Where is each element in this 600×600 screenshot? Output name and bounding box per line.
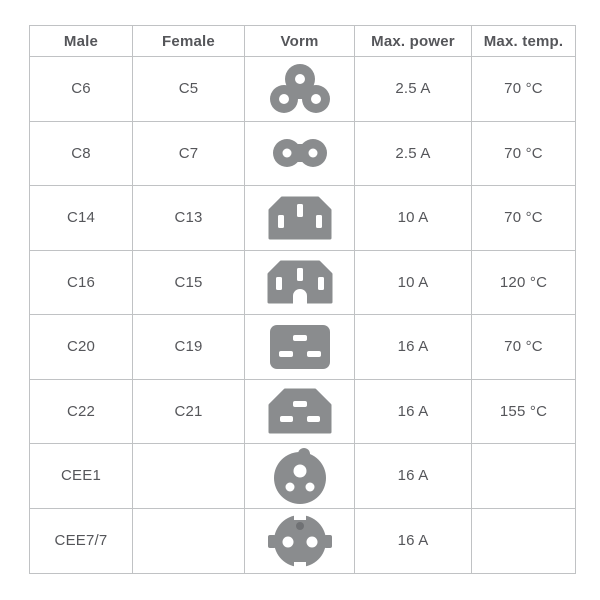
cell-r1-male: C6 <box>30 57 133 122</box>
cell-r5-power: 16 A <box>355 315 472 380</box>
cell-r4-temp: 120 °C <box>472 251 575 315</box>
cell-r7-power: 16 A <box>355 444 472 509</box>
cell-r2-vorm <box>245 121 355 186</box>
c20-c19-connector-icon <box>269 324 330 369</box>
cell-r8-power: 16 A <box>355 508 472 573</box>
cee1-round-connector-icon <box>273 447 326 504</box>
cell-r5-vorm <box>245 315 355 380</box>
cell-r1-female: C5 <box>133 57 245 122</box>
cell-r8-female <box>133 508 245 573</box>
c8-c7-figure8-connector-icon <box>272 139 327 168</box>
cell-r6-power: 16 A <box>355 379 472 444</box>
cell-r5-male: C20 <box>30 315 133 380</box>
cell-r6-temp: 155 °C <box>472 380 575 444</box>
cell-r6-female: C21 <box>133 379 245 444</box>
c22-c21-connector-icon <box>268 388 331 434</box>
cell-r7-male: CEE1 <box>30 444 133 509</box>
cell-r5-temp: 70 °C <box>472 315 575 380</box>
cell-r4-power: 10 A <box>355 250 472 315</box>
cell-r4-male: C16 <box>30 250 133 315</box>
cell-r5-female: C19 <box>133 315 245 380</box>
column-header-female: Female <box>133 26 245 57</box>
c14-c13-connector-icon <box>268 196 331 240</box>
c6-c5-cloverleaf-connector-icon <box>269 63 330 113</box>
cell-r8-vorm <box>245 508 355 573</box>
column-header-vorm: Vorm <box>245 26 355 57</box>
cee7-7-schuko-connector-icon <box>267 512 332 569</box>
cell-r7-female <box>133 444 245 509</box>
cell-r7-temp <box>472 444 575 509</box>
cell-r7-vorm <box>245 444 355 509</box>
cell-r2-male: C8 <box>30 121 133 186</box>
cell-r3-vorm <box>245 186 355 251</box>
cell-r3-power: 10 A <box>355 186 472 251</box>
column-header-male: Male <box>30 26 133 57</box>
cell-r8-male: CEE7/7 <box>30 508 133 573</box>
cell-r4-vorm <box>245 250 355 315</box>
cell-r2-power: 2.5 A <box>355 121 472 186</box>
cell-r6-male: C22 <box>30 379 133 444</box>
cell-r1-power: 2.5 A <box>355 57 472 122</box>
connector-spec-table: Male Female Vorm Max. power Max. temp. C… <box>29 25 576 574</box>
cell-r3-female: C13 <box>133 186 245 251</box>
cell-r8-temp <box>472 509 575 574</box>
cell-r1-temp: 70 °C <box>472 57 575 122</box>
cell-r4-female: C15 <box>133 250 245 315</box>
cell-r3-temp: 70 °C <box>472 186 575 251</box>
cell-r2-female: C7 <box>133 121 245 186</box>
cell-r6-vorm <box>245 379 355 444</box>
cell-r1-vorm <box>245 57 355 122</box>
c16-c15-connector-icon <box>267 260 332 305</box>
column-header-max-power: Max. power <box>355 26 472 57</box>
column-header-max-temp: Max. temp. <box>472 26 575 57</box>
cell-r3-male: C14 <box>30 186 133 251</box>
cell-r2-temp: 70 °C <box>472 122 575 186</box>
